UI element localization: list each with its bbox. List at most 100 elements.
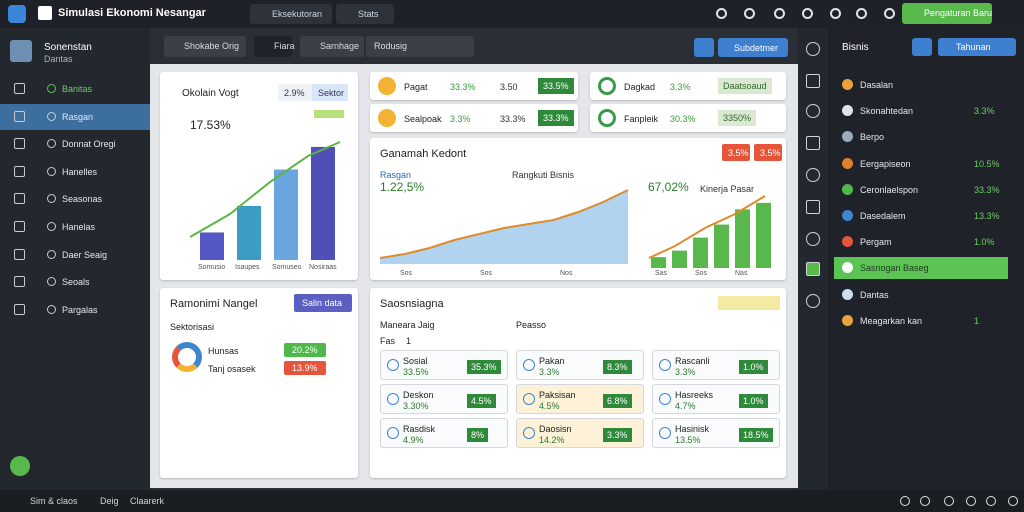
icon-button[interactable] xyxy=(912,38,932,56)
card-badge: 3.3% xyxy=(603,428,632,442)
strip-icon[interactable] xyxy=(806,200,820,214)
toolbar-tab[interactable]: Rodusig xyxy=(366,36,474,57)
card-value: 14.2% xyxy=(539,435,565,445)
overview-card[interactable]: Paksisan 4.5% 6.8% xyxy=(516,384,644,414)
green-badge xyxy=(314,110,344,118)
status-item[interactable]: Sim & claos xyxy=(30,496,78,506)
status-icon[interactable] xyxy=(1008,496,1018,506)
strip-icon[interactable] xyxy=(806,262,820,276)
strip-icon[interactable] xyxy=(806,74,820,88)
sidebar-label: Banitas xyxy=(62,84,93,94)
sidebar-avatar xyxy=(10,40,32,62)
help-button[interactable] xyxy=(10,456,30,476)
overview-card[interactable]: Deskon 3.30% 4.5% xyxy=(380,384,508,414)
chip[interactable]: 2.9% xyxy=(278,84,312,101)
toolbar-tab[interactable]: Shokabe Orig xyxy=(164,36,246,57)
right-item[interactable]: Dantas xyxy=(834,284,1008,306)
top-icon[interactable] xyxy=(856,8,867,19)
status-icon[interactable] xyxy=(944,496,954,506)
overview-card[interactable]: Sosial 33.5% 35.3% xyxy=(380,350,508,380)
right-item[interactable]: Skonahtedan 3.3% xyxy=(834,100,1008,122)
toolbar-icon[interactable] xyxy=(694,38,714,57)
item-value: 1.0% xyxy=(974,237,995,248)
toolbar-tab[interactable]: Fiara xyxy=(254,36,295,57)
bar xyxy=(672,250,687,268)
filter[interactable]: Maneara Jaig xyxy=(380,320,435,330)
strip-icon[interactable] xyxy=(806,42,820,56)
card-label: Hasinisk xyxy=(675,424,710,434)
overview-card[interactable]: Rasdisk 4.9% 8% xyxy=(380,418,508,448)
right-item[interactable]: Ceronlaelspon 33.3% xyxy=(834,179,1008,201)
x-tick-label: Sos xyxy=(400,270,413,277)
top-icon[interactable] xyxy=(830,8,841,19)
status-icon[interactable] xyxy=(966,496,976,506)
card-badge: 6.8% xyxy=(603,394,632,408)
right-item[interactable]: Meagarkan kan 1 xyxy=(834,310,1008,332)
card-label: Daosisn xyxy=(539,424,572,434)
status-icon[interactable] xyxy=(920,496,930,506)
trend-line xyxy=(190,141,341,238)
top-button[interactable]: Pengaturan Baru xyxy=(902,3,992,24)
strip-icon[interactable] xyxy=(806,104,820,118)
sidebar-item[interactable]: Seoals xyxy=(0,269,150,295)
item-name: Dantas xyxy=(860,289,889,300)
sidebar-item[interactable]: Hanelas xyxy=(0,214,150,240)
status-item[interactable]: Deig xyxy=(100,496,119,506)
item-name: Ceronlaelspon xyxy=(860,184,919,195)
dropdown[interactable]: Tahunan xyxy=(938,38,1016,56)
overview-card[interactable]: Pakan 3.3% 8.3% xyxy=(516,350,644,380)
sidebar-item[interactable]: Rasgan xyxy=(0,103,150,130)
status-icon[interactable] xyxy=(900,496,910,506)
strip-icon[interactable] xyxy=(806,136,820,150)
purple-button[interactable]: Salin data xyxy=(294,294,352,312)
top-icon[interactable] xyxy=(774,8,785,19)
sidebar-item[interactable]: Pargalas xyxy=(0,297,150,323)
top-icon[interactable] xyxy=(884,8,895,19)
overview-card[interactable]: Hasreeks 4.7% 1.0% xyxy=(652,384,780,414)
chip[interactable]: Sektor xyxy=(312,84,348,101)
toolbar-tab[interactable]: Sarnhage xyxy=(300,36,364,57)
logo[interactable] xyxy=(8,5,26,23)
red-button[interactable]: 3.5% xyxy=(754,144,782,161)
toolbar-button[interactable]: Subdetmer xyxy=(718,38,788,57)
bar xyxy=(693,237,708,268)
strip-icon[interactable] xyxy=(806,168,820,182)
overview-card[interactable]: Daosisn 14.2% 3.3% xyxy=(516,418,644,448)
sidebar-item[interactable]: Seasonas xyxy=(0,186,150,212)
bar-chart xyxy=(648,195,771,268)
sidebar-subtitle: Dantas xyxy=(44,54,73,64)
series-value: 67,02% xyxy=(648,180,689,194)
item-name: Sasnogan Baseg xyxy=(860,263,929,274)
kpi-label: Dagkad xyxy=(624,82,656,92)
sidebar-item[interactable]: Banitas xyxy=(0,76,150,102)
sidebar-item[interactable]: Donnat Oregi xyxy=(0,131,150,157)
right-panel: Bisnis Tahunan Dasalan Skonahtedan 3.3% Berpo… xyxy=(828,28,1024,490)
right-item[interactable]: Sasnogan Baseg xyxy=(834,257,1008,280)
top-icon[interactable] xyxy=(744,8,755,19)
strip-icon[interactable] xyxy=(806,294,820,308)
overview-card[interactable]: Rascanli 3.3% 1.0% xyxy=(652,350,780,380)
item-value: 1 xyxy=(974,315,980,326)
top-tab[interactable]: Eksekutoran xyxy=(250,4,332,24)
right-item[interactable]: Berpo xyxy=(834,126,1008,148)
card-label: Paksisan xyxy=(539,390,576,400)
strip-icon[interactable] xyxy=(806,232,820,246)
top-icon[interactable] xyxy=(802,8,813,19)
subtitle: Sektorisasi xyxy=(170,322,215,332)
right-item[interactable]: Pergam 1.0% xyxy=(834,231,1008,253)
overview-card[interactable]: Hasinisk 13.5% 18.5% xyxy=(652,418,780,448)
top-tab[interactable]: Stats xyxy=(336,4,394,24)
sidebar-label: Seoals xyxy=(62,277,90,288)
kpi-badge: Daatsoaud xyxy=(718,78,772,94)
status-item[interactable]: Claarerk xyxy=(130,496,165,506)
right-item[interactable]: Dasalan xyxy=(834,74,1008,96)
right-item[interactable]: Eergapiseon 10.5% xyxy=(834,153,1008,175)
top-icon[interactable] xyxy=(716,8,727,19)
sector-value: 20.2% xyxy=(284,343,326,357)
right-item[interactable]: Dasedalem 13.3% xyxy=(834,205,1008,227)
sidebar-item[interactable]: Daer Seaig xyxy=(0,242,150,268)
sidebar-item[interactable]: Hanelles xyxy=(0,159,150,185)
status-icon[interactable] xyxy=(986,496,996,506)
filter[interactable]: Peasso xyxy=(516,320,547,330)
red-button[interactable]: 3.5% xyxy=(722,144,750,161)
